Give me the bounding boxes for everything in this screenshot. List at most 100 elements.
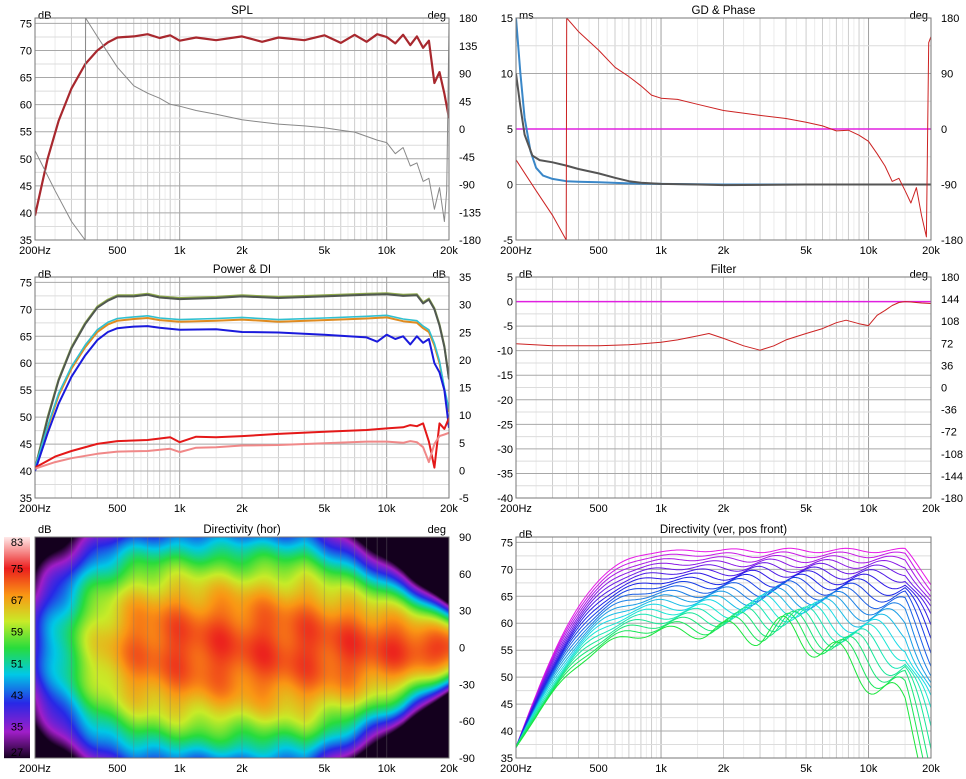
colorbar-slice	[4, 630, 30, 632]
colorbar-slice	[4, 666, 30, 668]
y2-tick-label: -45	[459, 152, 475, 164]
directivity-curve-9	[516, 580, 931, 748]
right-unit-label: dB	[433, 269, 446, 281]
y2-tick-label: 30	[459, 606, 471, 618]
y-tick-label: 50	[20, 154, 32, 166]
colorbar-slice	[4, 738, 30, 740]
y-tick-label: 45	[501, 699, 513, 711]
directivity-curve-2	[516, 555, 931, 748]
series-line-4	[35, 325, 449, 472]
colorbar-slice	[4, 563, 30, 565]
colorbar-slice	[4, 552, 30, 554]
colorbar-slice	[4, 658, 30, 660]
colorbar-slice	[4, 713, 30, 715]
colorbar-slice	[4, 579, 30, 581]
colorbar-slice	[4, 599, 30, 601]
left-unit-label: dB	[519, 529, 532, 541]
series-group	[35, 292, 449, 472]
y-tick-label: -5	[503, 321, 513, 333]
series-line-1	[35, 293, 449, 470]
colorbar-tick-label: 51	[11, 658, 23, 670]
colorbar-slice	[4, 566, 30, 568]
colorbar-slice	[4, 750, 30, 752]
colorbar-slice	[4, 662, 30, 664]
x-tick-label: 10k	[860, 763, 878, 775]
directivity-curve-4	[516, 562, 931, 748]
grid-filter	[515, 276, 932, 499]
directivity-curve-17	[516, 610, 929, 758]
y-tick-label: 70	[501, 564, 513, 576]
colorbar-slice	[4, 746, 30, 748]
colorbar-slice	[4, 618, 30, 620]
colorbar-slice	[4, 613, 30, 615]
y-tick-label: 65	[20, 331, 32, 343]
colorbar-slice	[4, 690, 30, 692]
x-tick-label: 500	[108, 245, 126, 257]
colorbar-slice	[4, 622, 30, 624]
colorbar-slice	[4, 708, 30, 710]
directivity-curve-11	[516, 587, 931, 748]
y-tick-label: 45	[20, 181, 32, 193]
y2-tick-label: 180	[941, 13, 959, 25]
colorbar-slice	[4, 603, 30, 605]
y-tick-label: 40	[20, 466, 32, 478]
colorbar-slice	[4, 715, 30, 717]
colorbar-slice	[4, 742, 30, 744]
colorbar-slice	[4, 657, 30, 659]
colorbar-slice	[4, 614, 30, 616]
colorbar-slice	[4, 676, 30, 678]
colorbar-slice	[4, 645, 30, 647]
colorbar-slice	[4, 745, 30, 747]
colorbar-slice	[4, 551, 30, 553]
y-tick-label: 10	[501, 69, 513, 81]
colorbar-slice	[4, 693, 30, 695]
x-tick-label: 500	[589, 245, 607, 257]
x-tick-label: 5k	[800, 245, 812, 257]
y2-tick-label: -90	[459, 180, 475, 192]
x-tick-label: 200Hz	[500, 763, 532, 775]
y-tick-label: 55	[20, 385, 32, 397]
left-unit-label: dB	[38, 10, 51, 22]
grid-power	[34, 277, 450, 499]
colorbar-slice	[4, 706, 30, 708]
x-tick-label: 2k	[236, 763, 248, 775]
x-tick-label: 200Hz	[19, 763, 51, 775]
colorbar-slice	[4, 733, 30, 735]
colorbar-slice	[4, 691, 30, 693]
y2-tick-label: -5	[459, 493, 469, 505]
colorbar-slice	[4, 647, 30, 649]
colorbar-slice	[4, 755, 30, 757]
y-tick-label: 60	[501, 618, 513, 630]
colorbar-slice	[4, 665, 30, 667]
colorbar-slice	[4, 612, 30, 614]
colorbar-slice	[4, 583, 30, 585]
colorbar-slice	[4, 685, 30, 687]
colorbar-slice	[4, 623, 30, 625]
colorbar-slice	[4, 600, 30, 602]
series-line-1	[516, 301, 931, 351]
colorbar-slice	[4, 557, 30, 559]
colorbar-slice	[4, 695, 30, 697]
colorbar-slice	[4, 660, 30, 662]
colorbar-slice	[4, 624, 30, 626]
x-tick-label: 500	[108, 503, 126, 515]
colorbar-slice	[4, 605, 30, 607]
panel-gd: GD & Phase 200Hz 500 1k 2k 5k 10k 20k -5 0 5 10 15 -1…	[500, 5, 963, 257]
colorbar-slice	[4, 663, 30, 665]
panel-dir_hor: Directivity (hor) 200Hz 500 1k 2k 5k 10k 20k-90…	[4, 524, 475, 775]
colorbar-slice	[4, 571, 30, 573]
colorbar-slice	[4, 574, 30, 576]
colorbar-slice	[4, 717, 30, 719]
y-tick-label: 5	[507, 124, 513, 136]
y2-tick-label: -72	[941, 427, 957, 439]
y-tick-label: 5	[507, 272, 513, 284]
colorbar-slice	[4, 621, 30, 623]
colorbar-slice	[4, 538, 30, 540]
x-tick-label: 200Hz	[19, 245, 51, 257]
colorbar-slice	[4, 675, 30, 677]
y2-tick-label: 90	[941, 69, 953, 81]
left-unit-label: dB	[38, 524, 51, 536]
right-unit-label: deg	[428, 10, 446, 22]
plot-border	[515, 276, 932, 499]
y2-tick-label: 108	[941, 316, 959, 328]
